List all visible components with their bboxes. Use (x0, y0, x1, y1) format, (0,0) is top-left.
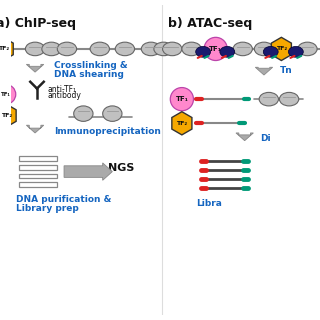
Ellipse shape (74, 106, 93, 121)
Circle shape (0, 85, 16, 104)
Circle shape (204, 37, 227, 60)
Text: TF₂: TF₂ (276, 46, 287, 52)
Text: Tn: Tn (279, 66, 292, 75)
Text: TF₂: TF₂ (1, 113, 12, 118)
Text: a) ChIP-seq: a) ChIP-seq (0, 17, 76, 30)
Ellipse shape (288, 46, 303, 57)
Text: TF₂: TF₂ (176, 121, 188, 126)
Ellipse shape (115, 42, 134, 56)
Text: Crosslinking &: Crosslinking & (54, 61, 128, 70)
Text: TF₂: TF₂ (0, 46, 9, 52)
Text: anti-TF₁: anti-TF₁ (48, 85, 76, 94)
Polygon shape (271, 37, 292, 60)
FancyArrow shape (236, 133, 253, 141)
FancyArrow shape (26, 64, 44, 72)
Text: TF₁: TF₁ (175, 96, 188, 102)
FancyArrow shape (26, 125, 44, 133)
Ellipse shape (163, 42, 182, 56)
Bar (19, 165, 57, 170)
Ellipse shape (154, 42, 173, 56)
Ellipse shape (141, 42, 161, 56)
Bar (19, 173, 57, 178)
Text: DNA purification &: DNA purification & (16, 195, 111, 204)
Ellipse shape (279, 92, 299, 106)
Bar (19, 182, 57, 187)
Text: Di: Di (260, 134, 271, 143)
FancyArrow shape (64, 163, 112, 180)
Text: Library prep: Library prep (16, 204, 78, 213)
Circle shape (170, 88, 194, 111)
Text: TF₁: TF₁ (209, 46, 222, 52)
Ellipse shape (259, 92, 278, 106)
Ellipse shape (254, 42, 274, 56)
FancyArrow shape (255, 67, 273, 75)
Polygon shape (0, 104, 16, 127)
Ellipse shape (25, 42, 45, 56)
Text: NGS: NGS (108, 163, 134, 173)
Ellipse shape (182, 42, 201, 56)
Ellipse shape (298, 42, 317, 56)
Text: Libra: Libra (196, 199, 222, 208)
Text: antibody: antibody (48, 92, 82, 100)
Ellipse shape (90, 42, 109, 56)
Ellipse shape (233, 42, 252, 56)
Text: Immunoprecipitation: Immunoprecipitation (54, 127, 161, 136)
Ellipse shape (263, 46, 278, 57)
Polygon shape (0, 37, 13, 60)
Ellipse shape (57, 42, 76, 56)
Text: b) ATAC-seq: b) ATAC-seq (168, 17, 252, 30)
Text: DNA shearing: DNA shearing (54, 70, 124, 79)
Polygon shape (172, 112, 192, 135)
Ellipse shape (103, 106, 122, 121)
Ellipse shape (196, 46, 211, 57)
Bar (19, 156, 57, 161)
Text: TF₁: TF₁ (1, 92, 11, 97)
Ellipse shape (42, 42, 61, 56)
Ellipse shape (220, 46, 235, 57)
